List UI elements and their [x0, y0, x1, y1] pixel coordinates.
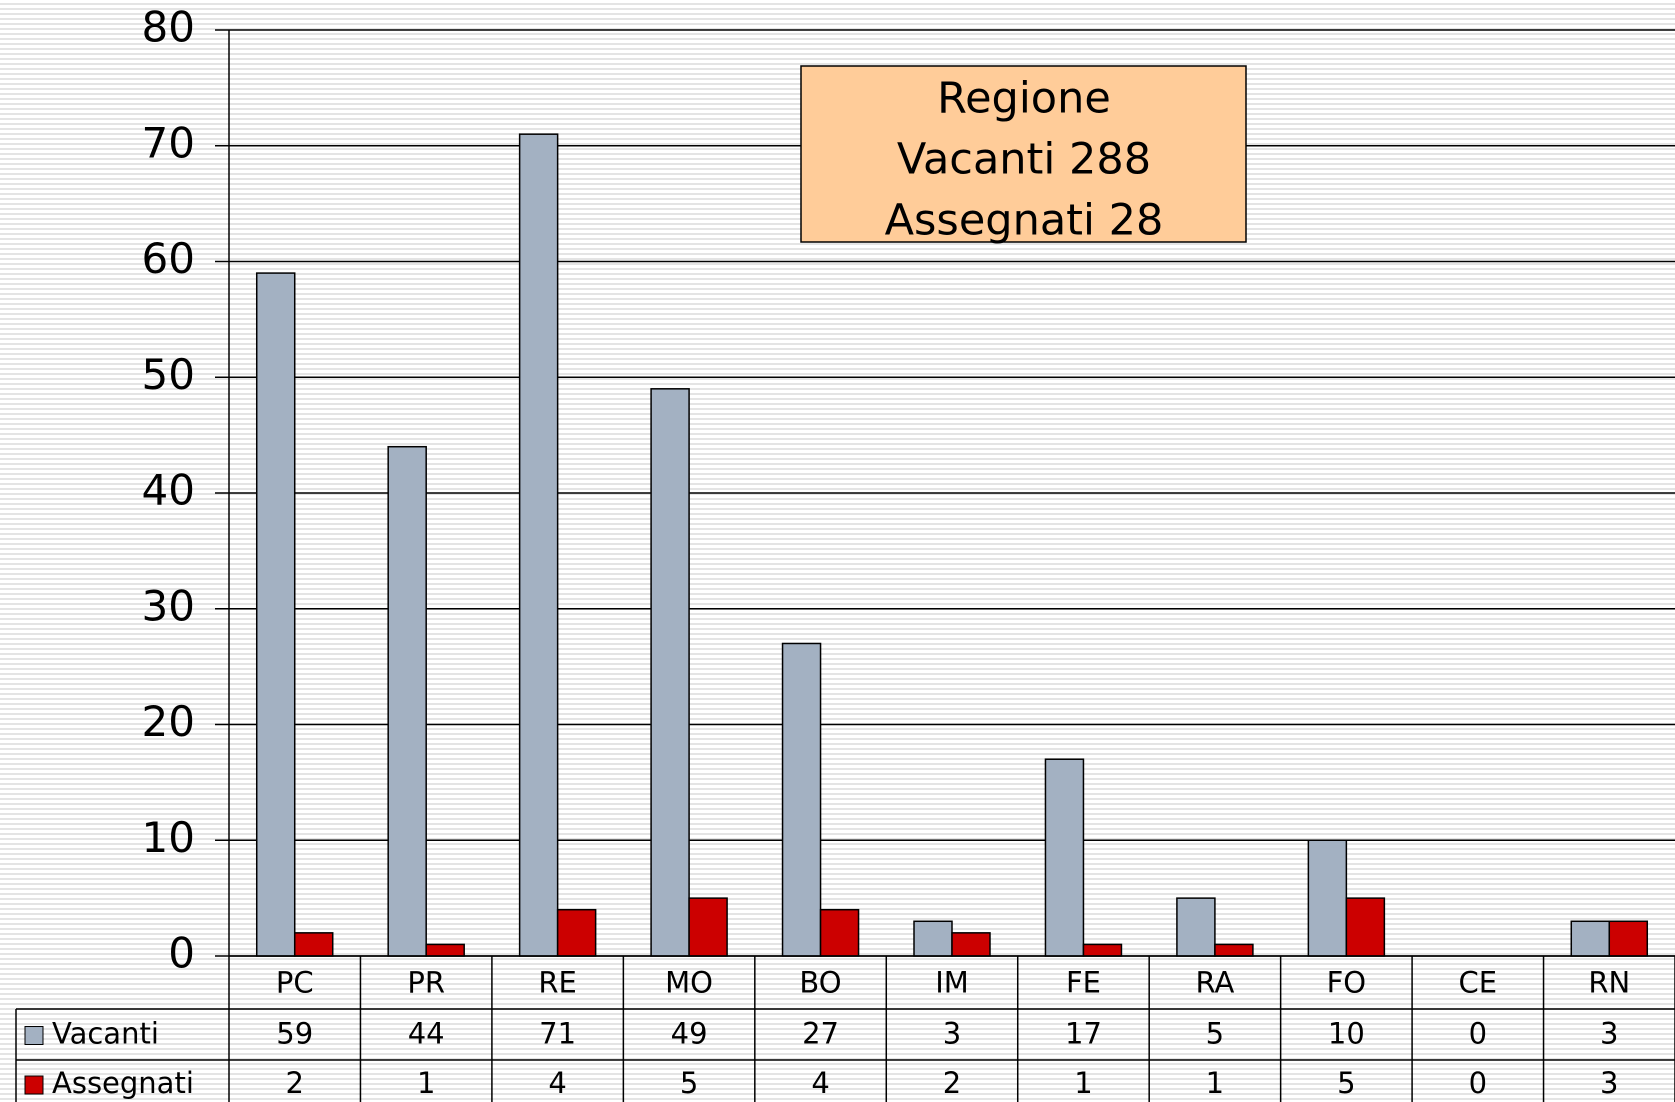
bar	[1176, 897, 1216, 957]
y-tick-label: 80	[142, 3, 195, 52]
x-tick-label: CE	[1459, 966, 1498, 1000]
table-value: 2	[943, 1066, 961, 1100]
table-value: 49	[671, 1017, 708, 1051]
table-value: 4	[548, 1066, 566, 1100]
table-value: 44	[408, 1017, 445, 1051]
bar	[1214, 943, 1254, 957]
bar	[387, 445, 427, 957]
y-tick-label: 70	[142, 118, 195, 167]
table-value: 59	[276, 1017, 313, 1051]
table-value: 17	[1065, 1017, 1102, 1051]
bar	[556, 908, 597, 957]
y-tick-label: 20	[142, 697, 195, 746]
table-value: 0	[1469, 1066, 1487, 1100]
table-value: 1	[1206, 1066, 1224, 1100]
table-value: 3	[1600, 1066, 1618, 1100]
bar	[650, 388, 690, 957]
bar	[688, 897, 728, 957]
table-value: 4	[811, 1066, 829, 1100]
y-tick-label: 40	[142, 466, 195, 515]
y-tick-label: 30	[142, 581, 195, 630]
x-tick-label: FE	[1066, 966, 1101, 1000]
bar	[951, 932, 991, 957]
bar	[255, 272, 296, 957]
legend-swatch	[24, 1026, 44, 1045]
table-value: 1	[417, 1066, 435, 1100]
legend-label: Assegnati	[52, 1066, 194, 1100]
annotation-text: Vacanti 288	[897, 135, 1151, 185]
bar	[518, 133, 559, 957]
bar	[425, 943, 465, 957]
table-value: 0	[1469, 1017, 1487, 1051]
table-value: 5	[1206, 1017, 1224, 1051]
bar	[1345, 897, 1386, 957]
table-value: 2	[286, 1066, 304, 1100]
bar	[1082, 943, 1123, 957]
legend-swatch	[24, 1075, 44, 1095]
bar	[913, 920, 953, 957]
x-tick-label: FO	[1327, 966, 1367, 1000]
y-tick-label: 50	[142, 350, 195, 399]
annotation-box	[800, 65, 1247, 243]
table-value: 10	[1328, 1017, 1365, 1051]
table-value: 27	[802, 1017, 839, 1051]
x-tick-label: BO	[799, 966, 841, 1000]
x-tick-label: RA	[1195, 966, 1234, 1000]
x-tick-label: MO	[665, 966, 713, 1000]
table-value: 3	[1600, 1017, 1618, 1051]
table-value: 71	[539, 1017, 576, 1051]
annotation-text: Regione	[937, 74, 1111, 124]
legend-label: Vacanti	[52, 1017, 159, 1051]
x-tick-label: RE	[538, 966, 576, 1000]
annotation-text: Assegnati 28	[885, 196, 1164, 246]
x-tick-label: RN	[1588, 966, 1630, 1000]
table-value: 5	[680, 1066, 698, 1100]
table-value: 1	[1074, 1066, 1092, 1100]
bar	[819, 908, 860, 957]
table-value: 3	[943, 1017, 961, 1051]
bar	[1570, 920, 1611, 957]
bar	[1307, 839, 1348, 957]
x-tick-label: PC	[276, 966, 314, 1000]
bar	[1044, 758, 1085, 957]
x-tick-label: IM	[935, 966, 969, 1000]
y-tick-label: 10	[142, 813, 195, 862]
y-tick-label: 0	[168, 929, 195, 978]
x-tick-label: PR	[407, 966, 445, 1000]
y-tick-label: 60	[142, 234, 195, 283]
bar	[1608, 920, 1649, 957]
bar	[293, 932, 334, 957]
bar	[781, 642, 822, 957]
table-value: 5	[1337, 1066, 1355, 1100]
